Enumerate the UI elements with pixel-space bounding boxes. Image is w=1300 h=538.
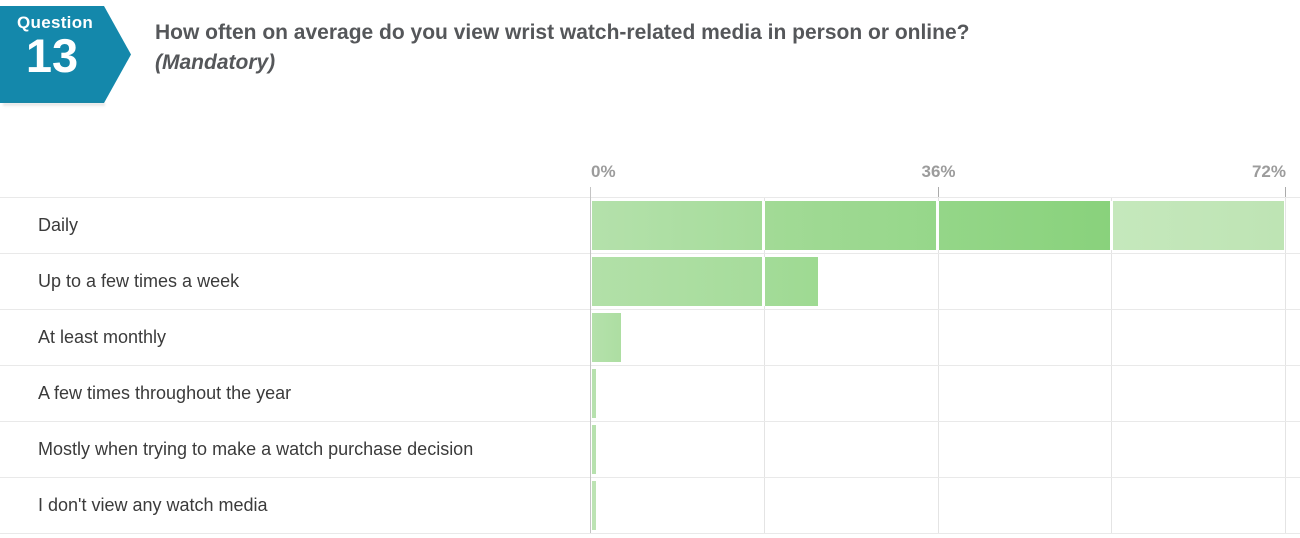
axis-tick-label: 0%: [591, 162, 616, 181]
chart-rows: Daily Up to a few times a week At least mo…: [0, 197, 1300, 534]
question-title: How often on average do you view wrist w…: [155, 21, 970, 44]
category-label: At least monthly: [38, 327, 167, 347]
badge-question-number: 13: [25, 29, 79, 82]
chart-row: I don't view any watch media: [0, 477, 1300, 533]
category-label: Up to a few times a week: [38, 271, 240, 291]
bar-segment: [592, 201, 763, 250]
question-subtitle: (Mandatory): [155, 51, 276, 74]
bar-segment: [592, 481, 596, 530]
bar-segment: [592, 257, 763, 306]
axis-tick-label: 72%: [1251, 162, 1286, 181]
category-label: Mostly when trying to make a watch purch…: [38, 439, 474, 459]
chart-row: Up to a few times a week: [0, 253, 1300, 309]
category-label: I don't view any watch media: [38, 495, 268, 515]
bar-segment: [592, 425, 596, 474]
bar-segment: [1112, 201, 1284, 250]
badge-question-label: Question: [17, 13, 94, 32]
chart-row: Mostly when trying to make a watch purch…: [0, 421, 1300, 477]
chart-row: A few times throughout the year: [0, 365, 1300, 421]
axis-tick-label: 36%: [921, 162, 956, 181]
question-number-badge: Question 13: [0, 6, 131, 103]
bar-segment: [765, 257, 819, 306]
chart-row: Daily: [0, 197, 1300, 253]
badge-shadow: [3, 103, 105, 107]
bar-segment: [592, 369, 596, 418]
question-title-block: How often on average do you view wrist w…: [155, 18, 1275, 78]
chart-row: At least monthly: [0, 309, 1300, 365]
axis-baseline: [590, 187, 591, 533]
bar-segment: [939, 201, 1110, 250]
category-label: A few times throughout the year: [38, 383, 292, 403]
bar-segment: [592, 313, 622, 362]
bar-segment: [765, 201, 936, 250]
axis-tick-mark: [1285, 187, 1286, 197]
axis-tick-mark: [938, 187, 939, 197]
category-label: Daily: [38, 215, 79, 235]
